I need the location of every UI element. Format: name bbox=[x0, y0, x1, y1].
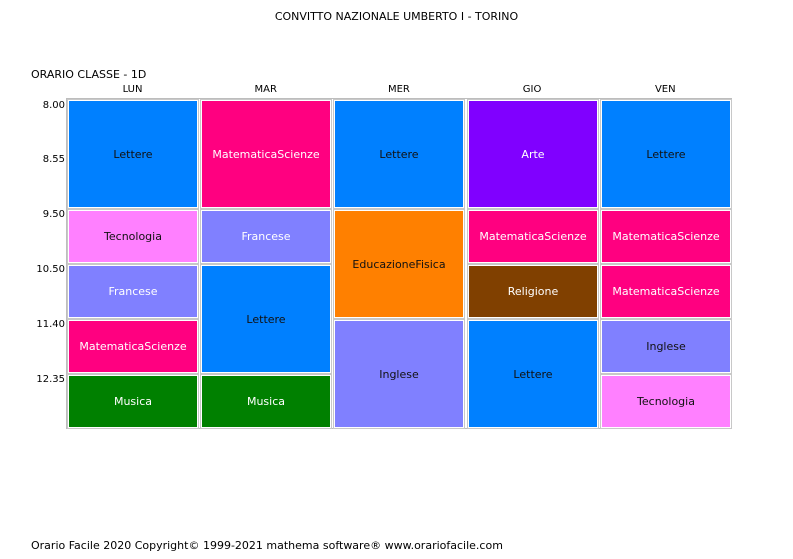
day-header-gio: GIO bbox=[522, 84, 542, 95]
lesson-cell-mer[interactable]: Inglese bbox=[333, 319, 465, 429]
lesson-cell-mar[interactable]: Musica bbox=[200, 374, 332, 429]
lesson-cell-ven[interactable]: Lettere bbox=[600, 99, 732, 209]
lesson-subject: EducazioneFisica bbox=[352, 257, 446, 271]
lesson-subject: MatematicaScienze bbox=[612, 285, 720, 298]
lesson-cell-gio[interactable]: Lettere bbox=[467, 319, 599, 429]
lesson-cell-mar[interactable]: Francese bbox=[200, 209, 332, 264]
lesson-cell-lun[interactable]: Lettere bbox=[67, 99, 199, 209]
lesson-subject: Francese bbox=[241, 230, 291, 243]
lesson-subject: Francese bbox=[108, 285, 158, 298]
timetable-grid: Lettere Tecnologia Francese MatematicaScien… bbox=[66, 98, 732, 429]
lesson-subject: Musica bbox=[246, 395, 286, 408]
lesson-subject: MatematicaScienze bbox=[79, 340, 187, 353]
lesson-subject: Inglese bbox=[379, 367, 419, 381]
lesson-subject: Inglese bbox=[646, 340, 686, 353]
lesson-cell-mer[interactable]: Lettere bbox=[333, 99, 465, 209]
day-header-ven: VEN bbox=[654, 84, 676, 95]
lesson-cell-gio[interactable]: Religione bbox=[467, 264, 599, 319]
lesson-subject: Lettere bbox=[513, 367, 553, 381]
lesson-subject: MatematicaScienze bbox=[479, 230, 587, 243]
lesson-cell-mar[interactable]: Lettere bbox=[200, 264, 332, 374]
footer-copyright: Orario Facile 2020 Copyright© 1999-2021 … bbox=[31, 539, 503, 552]
day-header-lun: LUN bbox=[122, 84, 143, 95]
day-header-mar: MAR bbox=[254, 84, 277, 95]
lesson-cell-lun[interactable]: Tecnologia bbox=[67, 209, 199, 264]
lesson-subject: MatematicaScienze bbox=[212, 147, 320, 161]
lesson-subject: Lettere bbox=[646, 147, 686, 161]
time-label: 11.40 bbox=[36, 319, 65, 330]
lesson-subject: Religione bbox=[507, 285, 559, 298]
lesson-cell-ven[interactable]: MatematicaScienze bbox=[600, 209, 732, 264]
lesson-cell-lun[interactable]: Musica bbox=[67, 374, 199, 429]
lesson-subject: Lettere bbox=[246, 312, 286, 326]
page-title: CONVITTO NAZIONALE UMBERTO I - TORINO bbox=[274, 10, 519, 23]
lesson-cell-mar[interactable]: MatematicaScienze bbox=[200, 99, 332, 209]
day-header-mer: MER bbox=[387, 84, 410, 95]
time-label: 8.00 bbox=[42, 100, 65, 111]
class-label: ORARIO CLASSE - 1D bbox=[31, 68, 147, 81]
lesson-cell-gio[interactable]: Arte bbox=[467, 99, 599, 209]
lesson-cell-ven[interactable]: Tecnologia bbox=[600, 374, 732, 429]
lesson-subject: Lettere bbox=[379, 147, 419, 161]
lesson-subject: Arte bbox=[521, 147, 545, 161]
time-label: 8.55 bbox=[42, 154, 65, 165]
lesson-cell-ven[interactable]: MatematicaScienze bbox=[600, 264, 732, 319]
time-label: 10.50 bbox=[36, 264, 65, 275]
time-label: 9.50 bbox=[42, 209, 65, 220]
lesson-cell-gio[interactable]: MatematicaScienze bbox=[467, 209, 599, 264]
lesson-cell-mer[interactable]: EducazioneFisica bbox=[333, 209, 465, 319]
lesson-subject: Musica bbox=[113, 395, 153, 408]
time-label: 12.35 bbox=[36, 374, 65, 385]
lesson-subject: Lettere bbox=[113, 147, 153, 161]
lesson-cell-ven[interactable]: Inglese bbox=[600, 319, 732, 374]
lesson-subject: Tecnologia bbox=[637, 395, 695, 408]
lesson-subject: Tecnologia bbox=[104, 230, 162, 243]
lesson-cell-lun[interactable]: Francese bbox=[67, 264, 199, 319]
lesson-cell-lun[interactable]: MatematicaScienze bbox=[67, 319, 199, 374]
lesson-subject: MatematicaScienze bbox=[612, 230, 720, 243]
